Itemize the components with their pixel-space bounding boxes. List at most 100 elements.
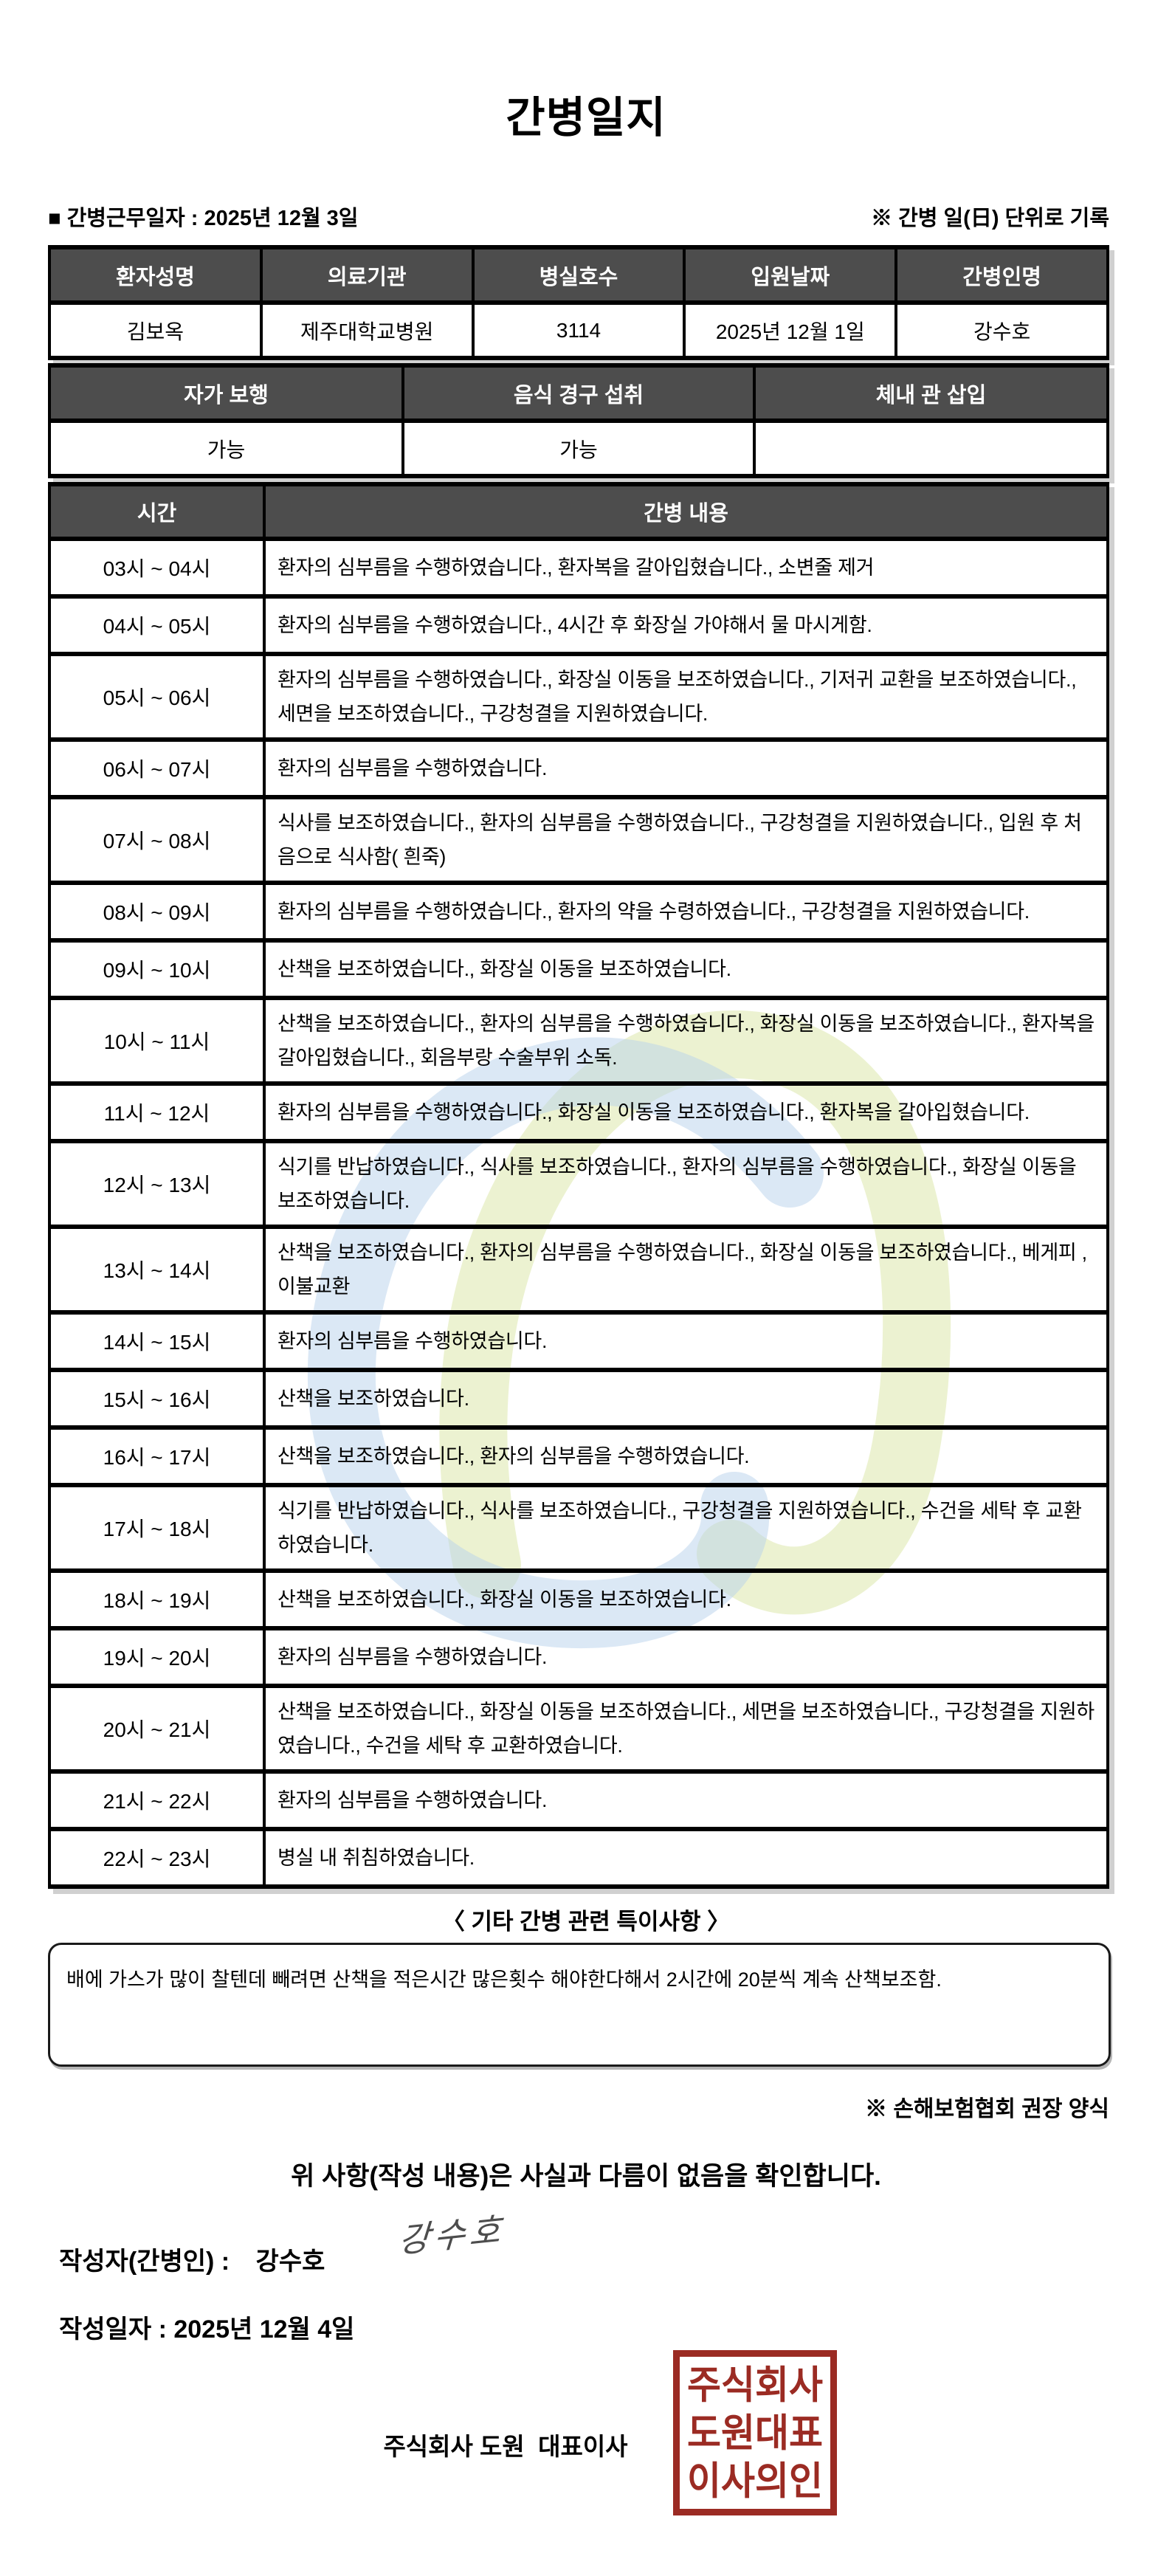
care-content: 산책을 보조하였습니다., 환자의 심부름을 수행하였습니다., 화장실 이동을… bbox=[263, 996, 1109, 1086]
time-range: 05시 ~ 06시 bbox=[48, 652, 266, 742]
care-log-row: 08시 ~ 09시 환자의 심부름을 수행하였습니다., 환자의 약을 수령하였습… bbox=[48, 881, 1109, 943]
writer-line: 작성자(간병인) : 강수호 bbox=[59, 2241, 325, 2277]
form-recommendation-note: ※ 손해보험협회 권장 양식 bbox=[864, 2097, 1109, 2121]
col-header-caregiver: 간병인명 bbox=[894, 245, 1109, 305]
care-log-row: 12시 ~ 13시 식기를 반납하였습니다., 식사를 보조하였습니다., 환자의… bbox=[48, 1139, 1109, 1229]
time-range: 22시 ~ 23시 bbox=[48, 1827, 266, 1889]
patient-info-table: 환자성명 의료기관 병실호수 입원날짜 간병인명 김보옥 제주대학교병원 311… bbox=[48, 245, 1109, 360]
care-log-row: 19시 ~ 20시 환자의 심부름을 수행하였습니다. bbox=[48, 1626, 1109, 1688]
care-content: 병실 내 취침하였습니다. bbox=[263, 1827, 1109, 1889]
writer-name: 강수호 bbox=[255, 2248, 325, 2276]
col-header-tube-insertion: 체내 관 삽입 bbox=[753, 363, 1109, 423]
stamp-text-row: 도원대표 bbox=[687, 2411, 823, 2455]
care-log-row: 06시 ~ 07시 환자의 심부름을 수행하였습니다. bbox=[48, 737, 1109, 799]
time-range: 07시 ~ 08시 bbox=[48, 795, 266, 885]
care-content: 환자의 심부름을 수행하였습니다., 4시간 후 화장실 가야해서 물 마시게함… bbox=[263, 594, 1109, 656]
care-log-row: 03시 ~ 04시 환자의 심부름을 수행하였습니다., 환자복을 갈아입혔습니다… bbox=[48, 537, 1109, 599]
caregiver-name: 강수호 bbox=[894, 300, 1109, 360]
written-date-label: 작성일자 : bbox=[59, 2315, 167, 2343]
time-range: 12시 ~ 13시 bbox=[48, 1139, 266, 1229]
col-header-time: 시간 bbox=[48, 482, 266, 541]
care-log-row: 04시 ~ 05시 환자의 심부름을 수행하였습니다., 4시간 후 화장실 가야… bbox=[48, 594, 1109, 656]
time-range: 15시 ~ 16시 bbox=[48, 1368, 266, 1430]
care-content: 산책을 보조하였습니다., 환자의 심부름을 수행하였습니다., 화장실 이동을… bbox=[263, 1225, 1109, 1315]
time-range: 20시 ~ 21시 bbox=[48, 1684, 266, 1774]
written-date-value: 2025년 12월 4일 bbox=[173, 2315, 355, 2343]
care-log-row: 05시 ~ 06시 환자의 심부름을 수행하였습니다., 화장실 이동을 보조하였… bbox=[48, 652, 1109, 742]
care-content: 환자의 심부름을 수행하였습니다. bbox=[263, 1626, 1109, 1688]
time-range: 03시 ~ 04시 bbox=[48, 537, 266, 599]
page-title: 간병일지 bbox=[506, 94, 666, 142]
misc-notes-box: 배에 가스가 많이 찰텐데 빼려면 산책을 적은시간 많은횟수 해야한다해서 2… bbox=[48, 1943, 1111, 2067]
care-content: 환자의 심부름을 수행하였습니다., 환자복을 갈아입혔습니다., 소변줄 제거 bbox=[263, 537, 1109, 599]
col-header-hospital: 의료기관 bbox=[259, 245, 475, 305]
care-log-row: 18시 ~ 19시 산책을 보조하였습니다., 화장실 이동을 보조하였습니다. bbox=[48, 1568, 1109, 1630]
time-range: 19시 ~ 20시 bbox=[48, 1626, 266, 1688]
time-range: 08시 ~ 09시 bbox=[48, 881, 266, 943]
misc-section-title: 〈 기타 간병 관련 특이사항 〉 bbox=[441, 1909, 731, 1935]
care-content: 산책을 보조하였습니다., 환자의 심부름을 수행하였습니다. bbox=[263, 1425, 1109, 1487]
misc-notes-text: 배에 가스가 많이 찰텐데 빼려면 산책을 적은시간 많은횟수 해야한다해서 2… bbox=[66, 1969, 942, 1991]
care-log-header-row: 시간 간병 내용 bbox=[48, 482, 1109, 541]
company-ceo-line: 주식회사 도원 대표이사 bbox=[383, 2433, 628, 2460]
care-content: 식기를 반납하였습니다., 식사를 보조하였습니다., 환자의 심부름을 수행하… bbox=[263, 1139, 1109, 1229]
care-log-table: 시간 간병 내용 03시 ~ 04시 환자의 심부름을 수행하였습니다., 환자복… bbox=[48, 482, 1109, 1889]
care-content: 산책을 보조하였습니다., 화장실 이동을 보조하였습니다. bbox=[263, 938, 1109, 1000]
care-log-row: 21시 ~ 22시 환자의 심부름을 수행하였습니다. bbox=[48, 1769, 1109, 1831]
room-number: 3114 bbox=[471, 300, 686, 360]
hospital-name: 제주대학교병원 bbox=[259, 300, 475, 360]
time-range: 06시 ~ 07시 bbox=[48, 737, 266, 799]
care-log-row: 22시 ~ 23시 병실 내 취침하였습니다. bbox=[48, 1827, 1109, 1889]
care-log-row: 15시 ~ 16시 산책을 보조하였습니다. bbox=[48, 1368, 1109, 1430]
time-range: 17시 ~ 18시 bbox=[48, 1483, 266, 1573]
time-range: 10시 ~ 11시 bbox=[48, 996, 266, 1086]
care-log-row: 13시 ~ 14시 산책을 보조하였습니다., 환자의 심부름을 수행하였습니다.… bbox=[48, 1225, 1109, 1315]
care-content: 환자의 심부름을 수행하였습니다. bbox=[263, 1310, 1109, 1372]
time-range: 09시 ~ 10시 bbox=[48, 938, 266, 1000]
care-log-row: 10시 ~ 11시 산책을 보조하였습니다., 환자의 심부름을 수행하였습니다.… bbox=[48, 996, 1109, 1086]
col-header-admission-date: 입원날짜 bbox=[683, 245, 898, 305]
time-range: 21시 ~ 22시 bbox=[48, 1769, 266, 1831]
care-content: 산책을 보조하였습니다., 화장실 이동을 보조하였습니다., 세면을 보조하였… bbox=[263, 1684, 1109, 1774]
care-log-row: 07시 ~ 08시 식사를 보조하였습니다., 환자의 심부름을 수행하였습니다.… bbox=[48, 795, 1109, 885]
time-range: 11시 ~ 12시 bbox=[48, 1081, 266, 1143]
corporate-seal-stamp: 주식회사 도원대표 이사의인 bbox=[673, 2350, 837, 2515]
care-content: 환자의 심부름을 수행하였습니다. bbox=[263, 1769, 1109, 1831]
care-log-row: 16시 ~ 17시 산책을 보조하였습니다., 환자의 심부름을 수행하였습니다. bbox=[48, 1425, 1109, 1487]
time-range: 04시 ~ 05시 bbox=[48, 594, 266, 656]
care-content: 환자의 심부름을 수행하였습니다., 환자의 약을 수령하였습니다., 구강청결… bbox=[263, 881, 1109, 943]
care-log-row: 17시 ~ 18시 식기를 반납하였습니다., 식사를 보조하였습니다., 구강청… bbox=[48, 1483, 1109, 1573]
col-header-patient-name: 환자성명 bbox=[48, 245, 263, 305]
care-log-row: 14시 ~ 15시 환자의 심부름을 수행하였습니다. bbox=[48, 1310, 1109, 1372]
time-range: 18시 ~ 19시 bbox=[48, 1568, 266, 1630]
work-date-text: ■ 간병근무일자 : 2025년 12월 3일 bbox=[48, 201, 359, 232]
time-range: 14시 ~ 15시 bbox=[48, 1310, 266, 1372]
handwritten-signature: 강수호 bbox=[397, 2209, 507, 2261]
tube-insertion-value bbox=[753, 419, 1109, 478]
patient-info-value-row: 김보옥 제주대학교병원 3114 2025년 12월 1일 강수호 bbox=[48, 300, 1109, 360]
self-walking-value: 가능 bbox=[48, 419, 404, 478]
col-header-oral-intake: 음식 경구 섭취 bbox=[401, 363, 756, 423]
col-header-room: 병실호수 bbox=[471, 245, 686, 305]
care-log-row: 11시 ~ 12시 환자의 심부름을 수행하였습니다., 화장실 이동을 보조하였… bbox=[48, 1081, 1109, 1143]
stamp-text-row: 이사의인 bbox=[687, 2459, 823, 2503]
care-log-row: 09시 ~ 10시 산책을 보조하였습니다., 화장실 이동을 보조하였습니다. bbox=[48, 938, 1109, 1000]
work-date-row: ■ 간병근무일자 : 2025년 12월 3일 ※ 간병 일(日) 단위로 기록 bbox=[48, 201, 1109, 232]
work-date-label: ■ 간병근무일자 : bbox=[48, 207, 199, 230]
written-date-line: 작성일자 : 2025년 12월 4일 bbox=[59, 2309, 354, 2345]
care-content: 환자의 심부름을 수행하였습니다. bbox=[263, 737, 1109, 799]
patient-status-table: 자가 보행 음식 경구 섭취 체내 관 삽입 가능 가능 bbox=[48, 363, 1109, 478]
confirmation-statement: 위 사항(작성 내용)은 사실과 다름이 없음을 확인합니다. bbox=[291, 2162, 881, 2191]
care-log-row: 20시 ~ 21시 산책을 보조하였습니다., 화장실 이동을 보조하였습니다.,… bbox=[48, 1684, 1109, 1774]
care-content: 산책을 보조하였습니다. bbox=[263, 1368, 1109, 1430]
oral-intake-value: 가능 bbox=[401, 419, 756, 478]
care-content: 식기를 반납하였습니다., 식사를 보조하였습니다., 구강청결을 지원하였습니… bbox=[263, 1483, 1109, 1573]
care-content: 식사를 보조하였습니다., 환자의 심부름을 수행하였습니다., 구강청결을 지… bbox=[263, 795, 1109, 885]
col-header-self-walking: 자가 보행 bbox=[48, 363, 404, 423]
admission-date: 2025년 12월 1일 bbox=[683, 300, 898, 360]
status-value-row: 가능 가능 bbox=[48, 419, 1109, 478]
care-content: 환자의 심부름을 수행하였습니다., 화장실 이동을 보조하였습니다., 환자복… bbox=[263, 1081, 1109, 1143]
work-date-value: 2025년 12월 3일 bbox=[204, 207, 359, 230]
writer-label: 작성자(간병인) : bbox=[59, 2248, 230, 2276]
